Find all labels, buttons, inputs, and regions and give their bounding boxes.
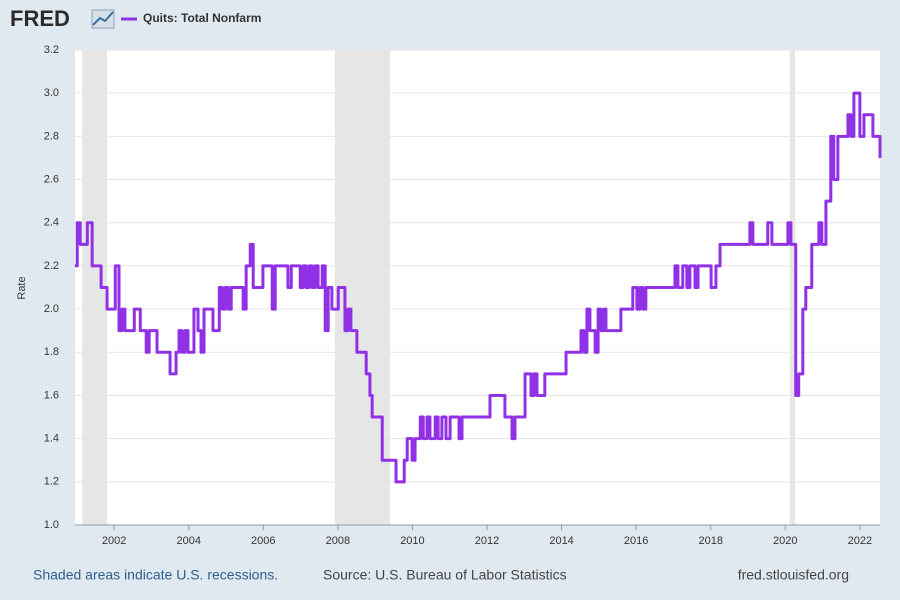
y-tick-label: 1.4 [44, 433, 59, 445]
legend-label: Quits: Total Nonfarm [143, 11, 261, 25]
x-tick-label: 2004 [176, 535, 200, 547]
y-tick-label: 2.4 [44, 217, 59, 229]
logo-icon-line [92, 11, 114, 26]
y-tick-label: 2.0 [44, 303, 59, 315]
plot-area [75, 50, 880, 525]
x-tick-label: 2020 [773, 535, 797, 547]
y-tick-label: 1.0 [44, 519, 59, 531]
recession-note: Shaded areas indicate U.S. recessions. [33, 567, 278, 583]
x-tick-label: 2018 [698, 535, 722, 547]
y-tick-label: 2.6 [44, 173, 59, 185]
data-line [75, 91, 882, 484]
x-tick-label: 2022 [848, 535, 872, 547]
x-tick-label: 2008 [326, 535, 350, 547]
y-axis-label: Rate [16, 276, 28, 299]
x-tick-label: 2014 [549, 535, 573, 547]
x-tick-label: 2002 [102, 535, 126, 547]
y-tick-label: 1.6 [44, 389, 59, 401]
y-tick-label: 2.8 [44, 130, 59, 142]
y-tick-label: 2.2 [44, 260, 59, 272]
logo: FRED [10, 6, 70, 31]
y-tick-label: 3.0 [44, 87, 59, 99]
y-tick-label: 3.2 [44, 44, 59, 56]
y-tick-label: 1.2 [44, 476, 59, 488]
x-tick-label: 2012 [475, 535, 499, 547]
x-tick-label: 2016 [624, 535, 648, 547]
site-url: fred.stlouisfed.org [738, 567, 849, 583]
source: Source: U.S. Bureau of Labor Statistics [323, 567, 567, 583]
x-tick-label: 2006 [251, 535, 275, 547]
x-tick-label: 2010 [400, 535, 424, 547]
recession-band [789, 50, 795, 525]
y-tick-label: 1.8 [44, 346, 59, 358]
